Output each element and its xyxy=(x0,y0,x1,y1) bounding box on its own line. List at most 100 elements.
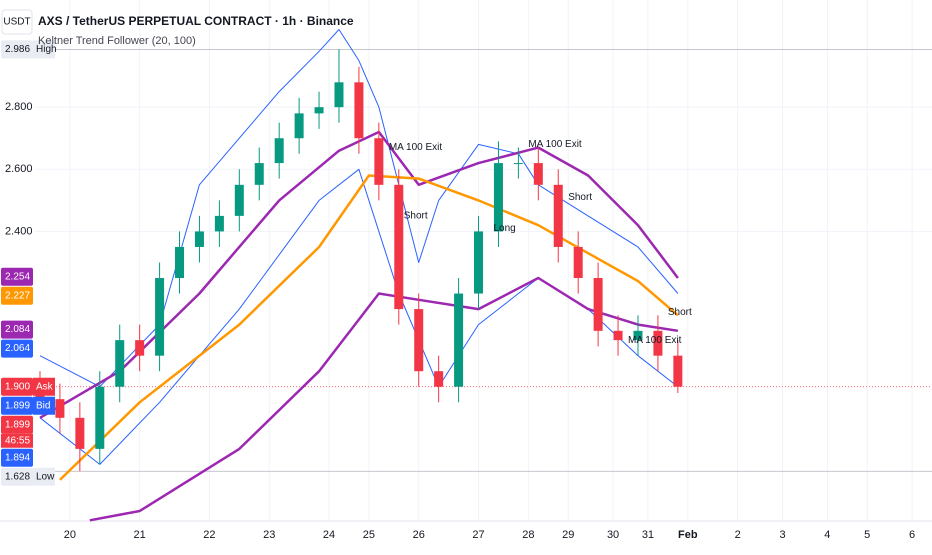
candle-body xyxy=(75,417,85,449)
currency-box xyxy=(1,9,33,35)
price-tag xyxy=(1,286,33,305)
candle-body xyxy=(653,330,663,356)
annotation: MA 100 Exit xyxy=(628,335,682,346)
y-tick-label: 2.800 xyxy=(5,101,33,113)
candle-body xyxy=(533,163,543,185)
candle-body xyxy=(354,82,364,139)
price-tag-note: High xyxy=(36,44,57,55)
price-tag-label: 1.900 xyxy=(5,381,30,392)
price-tag-note: 46:55 xyxy=(5,435,30,446)
price-tag xyxy=(1,396,33,415)
annotation: Short xyxy=(668,307,692,318)
chart-subtitle: Keltner Trend Follower (20, 100) xyxy=(38,35,196,47)
candle-body xyxy=(573,246,583,279)
candle-body xyxy=(613,330,623,341)
price-tag-label: 1.899 xyxy=(5,419,30,430)
x-tick-label: 28 xyxy=(522,529,534,541)
candle-body xyxy=(175,246,185,279)
price-tag xyxy=(1,448,33,467)
chart-title: AXS / TetherUS PERPETUAL CONTRACT · 1h ·… xyxy=(38,14,354,28)
candle-body xyxy=(593,278,603,331)
price-tag-label: 2.227 xyxy=(5,290,30,301)
candle-body xyxy=(214,215,224,232)
price-tag-note: Bid xyxy=(36,400,50,411)
price-tag xyxy=(1,433,33,448)
candle-body xyxy=(513,163,523,165)
candle-body xyxy=(673,355,683,387)
price-tag-note-box xyxy=(33,40,55,59)
price-tag xyxy=(1,415,33,434)
price-tag-note-box xyxy=(33,467,55,486)
x-tick-label: 31 xyxy=(642,529,654,541)
price-tag-label: 1.899 xyxy=(5,400,30,411)
price-tag-note: Ask xyxy=(36,381,54,392)
candle-body xyxy=(294,113,304,139)
candle-body xyxy=(553,184,563,247)
price-tag-note: Low xyxy=(36,471,55,482)
candle-body xyxy=(274,138,284,164)
candle-body xyxy=(135,340,145,356)
candle-body xyxy=(95,386,105,449)
candle-body xyxy=(194,231,204,247)
candle-body xyxy=(474,231,484,294)
indicator-line xyxy=(39,130,679,419)
price-tag-label: 2.084 xyxy=(5,324,30,335)
candle-body xyxy=(55,399,65,418)
y-tick-label: 2.600 xyxy=(5,163,33,175)
x-tick-label: 25 xyxy=(363,529,375,541)
price-tag-label: 1.894 xyxy=(5,452,30,463)
candle-body xyxy=(314,107,324,114)
x-tick-label: 26 xyxy=(413,529,425,541)
price-tag-label: 2.986 xyxy=(5,44,30,55)
annotation: Short xyxy=(568,192,592,203)
price-tag-label: 1.628 xyxy=(5,471,30,482)
x-tick-label: 6 xyxy=(909,529,915,541)
x-tick-label: 5 xyxy=(864,529,870,541)
x-tick-label: 22 xyxy=(203,529,215,541)
annotation: MA 100 Exit xyxy=(528,139,582,150)
price-tag-note-box xyxy=(33,377,55,396)
price-tag xyxy=(1,467,33,486)
candle-body xyxy=(155,278,165,356)
x-tick-label: 4 xyxy=(824,529,830,541)
x-tick-label: 29 xyxy=(562,529,574,541)
candle-body xyxy=(394,184,404,310)
candle-body xyxy=(493,163,503,232)
annotation: MA 100 Exit xyxy=(389,142,443,153)
x-tick-label: 3 xyxy=(779,529,785,541)
candle-body xyxy=(334,82,344,108)
x-tick-label: 30 xyxy=(607,529,619,541)
indicator-line xyxy=(59,174,679,481)
annotation: Short xyxy=(404,211,428,222)
x-tick-label: 20 xyxy=(64,529,76,541)
annotation: Long xyxy=(493,223,515,234)
x-tick-label: 23 xyxy=(263,529,275,541)
x-tick-label: 21 xyxy=(134,529,146,541)
candle-body xyxy=(454,293,464,387)
candle-body xyxy=(374,138,384,185)
x-tick-label: Feb xyxy=(678,529,698,541)
x-tick-label: 27 xyxy=(472,529,484,541)
candle-body xyxy=(254,163,264,185)
price-tag xyxy=(1,320,33,339)
price-tag xyxy=(1,40,33,59)
price-tag-label: 2.064 xyxy=(5,343,30,354)
candle-body xyxy=(414,309,424,372)
price-tag xyxy=(1,339,33,358)
candle-body xyxy=(115,340,125,387)
candle-body xyxy=(434,371,444,387)
price-tag-label: 2.254 xyxy=(5,271,30,282)
price-tag-note-box xyxy=(33,396,55,415)
candle-body xyxy=(234,184,244,216)
candle-body xyxy=(633,330,643,341)
currency: USDT xyxy=(3,17,30,28)
price-tag xyxy=(1,267,33,286)
x-tick-label: 24 xyxy=(323,529,335,541)
price-tag xyxy=(1,377,33,396)
x-tick-label: 2 xyxy=(735,529,741,541)
y-tick-label: 2.400 xyxy=(5,225,33,237)
